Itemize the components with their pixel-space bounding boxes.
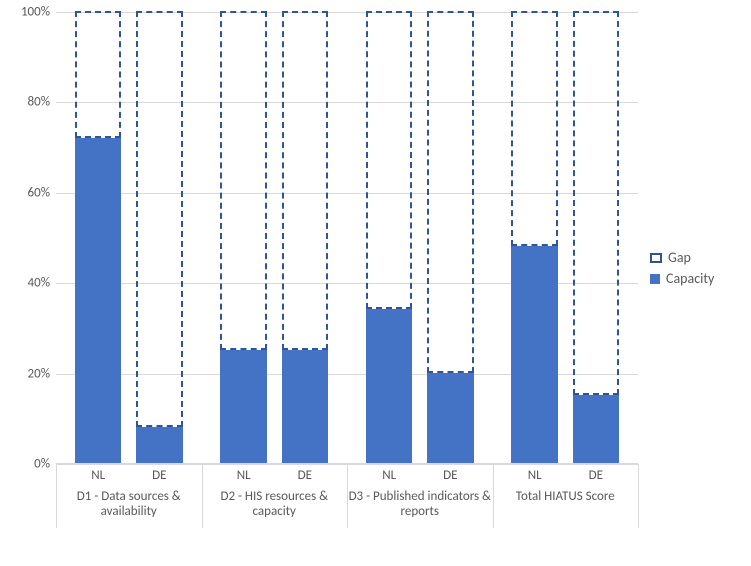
y-tick-label: 20% [28, 366, 56, 381]
x-sub-label: NL [528, 464, 542, 483]
bar-gap [282, 11, 329, 350]
bar-capacity [282, 350, 329, 463]
y-tick-label: 0% [34, 457, 56, 472]
bar-capacity [75, 138, 122, 463]
y-tick-label: 40% [28, 276, 56, 291]
bar-gap [573, 11, 620, 395]
legend-label-capacity: Capacity [666, 270, 714, 287]
hiatus-chart: 0% 20% 40% 60% 80% 100% NL DE D1 - Data sources … [0, 0, 751, 566]
x-group-label: D1 - Data sources & availability [56, 486, 202, 520]
x-sub-label: NL [237, 464, 251, 483]
y-tick-label: 100% [21, 5, 56, 20]
bar-capacity [366, 309, 413, 463]
x-group-label: D3 - Published indicators & reports [347, 486, 493, 520]
y-tick-label: 60% [28, 185, 56, 200]
y-tick-label: 80% [28, 95, 56, 110]
bar-gap [136, 11, 183, 427]
x-sub-label: DE [589, 464, 603, 483]
x-sub-label: DE [443, 464, 457, 483]
bar-gap [366, 11, 413, 309]
plot-area: 0%20%40%60%80%100%NLDED1 - Data sources … [56, 12, 638, 464]
x-sub-label: NL [91, 464, 105, 483]
legend-swatch-capacity [650, 274, 660, 284]
legend-item-capacity: Capacity [650, 270, 714, 287]
bar-capacity [220, 350, 267, 463]
legend-label-gap: Gap [668, 249, 691, 266]
bar-gap [427, 11, 474, 373]
legend-swatch-gap [650, 253, 662, 263]
legend-item-gap: Gap [650, 249, 714, 266]
x-sub-label: DE [152, 464, 166, 483]
x-sub-label: NL [382, 464, 396, 483]
x-group-label: D2 - HIS resources & capacity [202, 486, 348, 520]
group-divider [638, 464, 639, 528]
x-group-label: Total HIATUS Score [493, 486, 639, 505]
x-sub-label: DE [298, 464, 312, 483]
bar-capacity [427, 373, 474, 463]
bar-gap [75, 11, 122, 138]
bar-capacity [136, 427, 183, 463]
bar-gap [511, 11, 558, 246]
legend: Gap Capacity [650, 245, 714, 291]
bar-gap [220, 11, 267, 350]
bar-capacity [511, 246, 558, 463]
bar-capacity [573, 395, 620, 463]
group-divider [56, 464, 57, 528]
